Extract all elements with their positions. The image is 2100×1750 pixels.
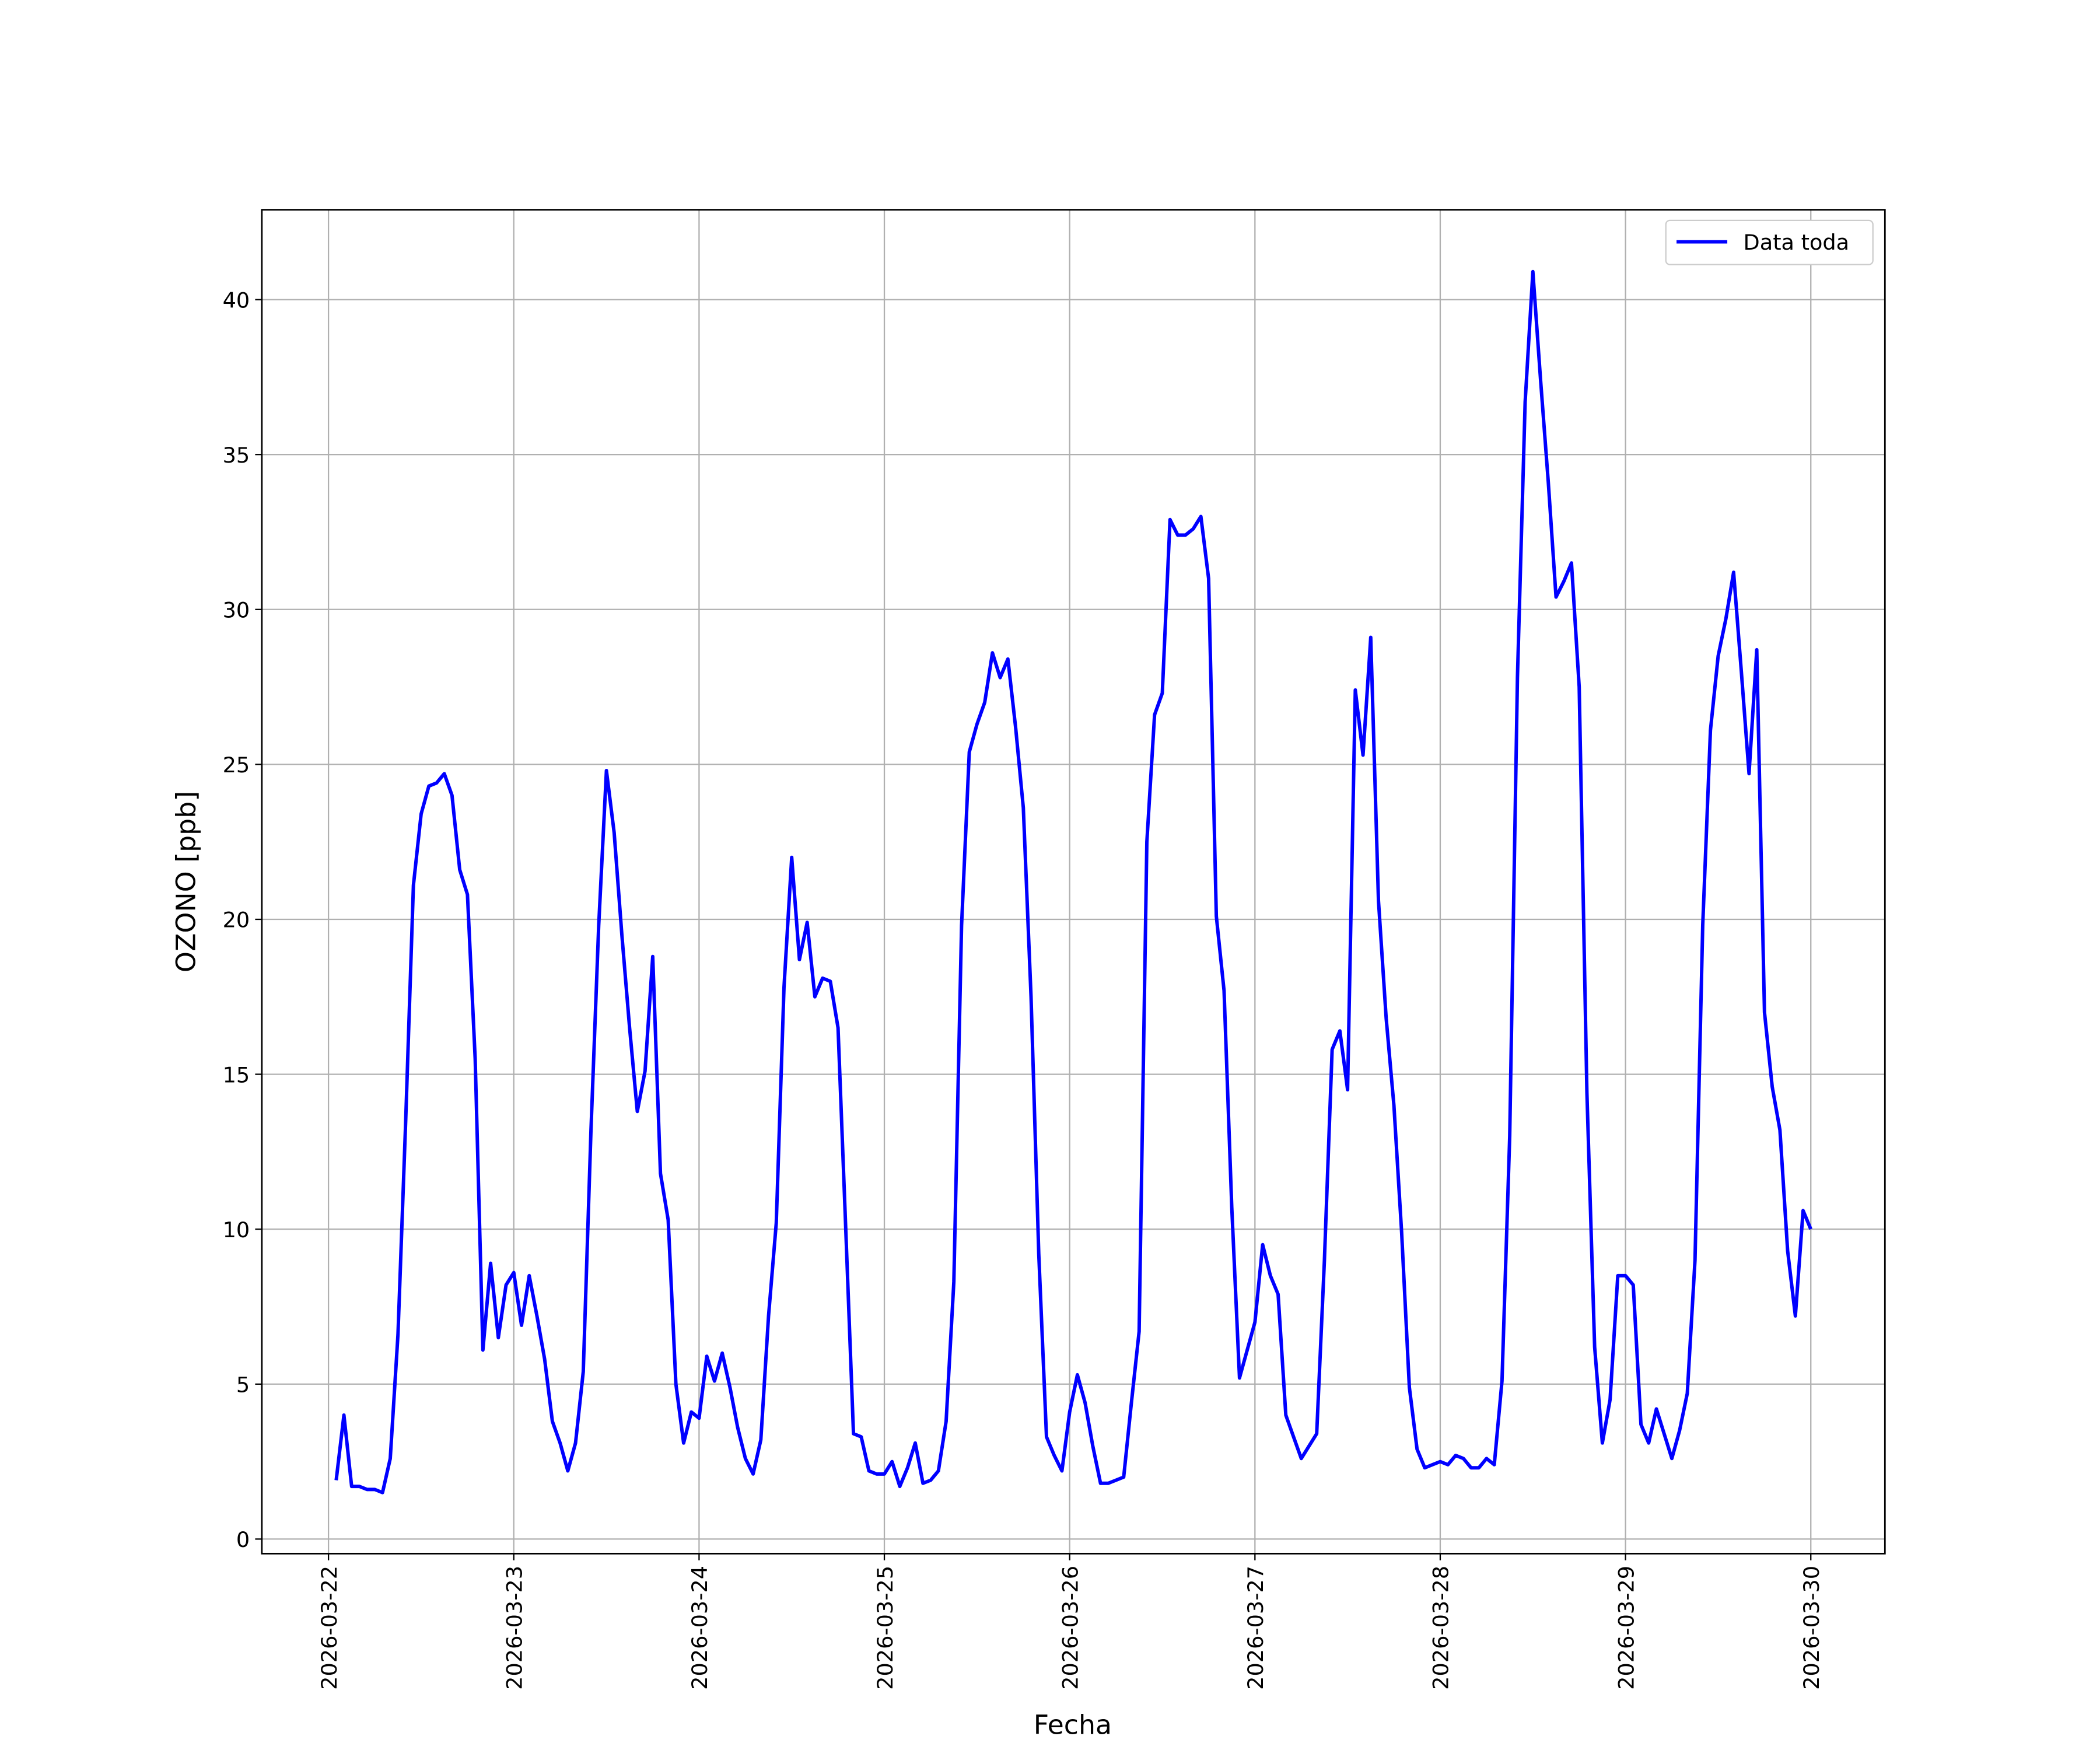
y-tick-label: 0 [236,1527,250,1552]
y-tick-label: 15 [223,1062,250,1087]
y-tick-label: 5 [236,1373,250,1398]
y-tick-label: 40 [223,288,250,313]
data-line [334,270,1812,1494]
plot-frame [261,209,1886,1555]
x-tick-label: 2026-03-25 [873,1566,898,1690]
x-tick-label: 2026-03-30 [1799,1566,1824,1690]
x-tick-label: 2026-03-24 [687,1566,712,1690]
y-axis-label: OZONO [ppb] [170,791,201,972]
y-tick-label: 35 [223,443,250,468]
x-tick-label: 2026-03-23 [502,1566,527,1690]
legend-box [1665,219,1874,265]
x-tick-label: 2026-03-26 [1058,1566,1083,1690]
y-tick-label: 10 [223,1217,250,1242]
x-tick-label: 2026-03-28 [1429,1566,1454,1690]
y-tick-label: 30 [223,598,250,623]
y-tick-label: 25 [223,752,250,778]
x-tick-label: 2026-03-29 [1614,1566,1639,1690]
legend-label: Data toda [1744,230,1850,255]
x-tick-label: 2026-03-22 [317,1566,342,1690]
x-tick-label: 2026-03-27 [1243,1566,1268,1690]
y-tick-label: 20 [223,908,250,933]
x-axis-label: Fecha [1034,1709,1112,1741]
